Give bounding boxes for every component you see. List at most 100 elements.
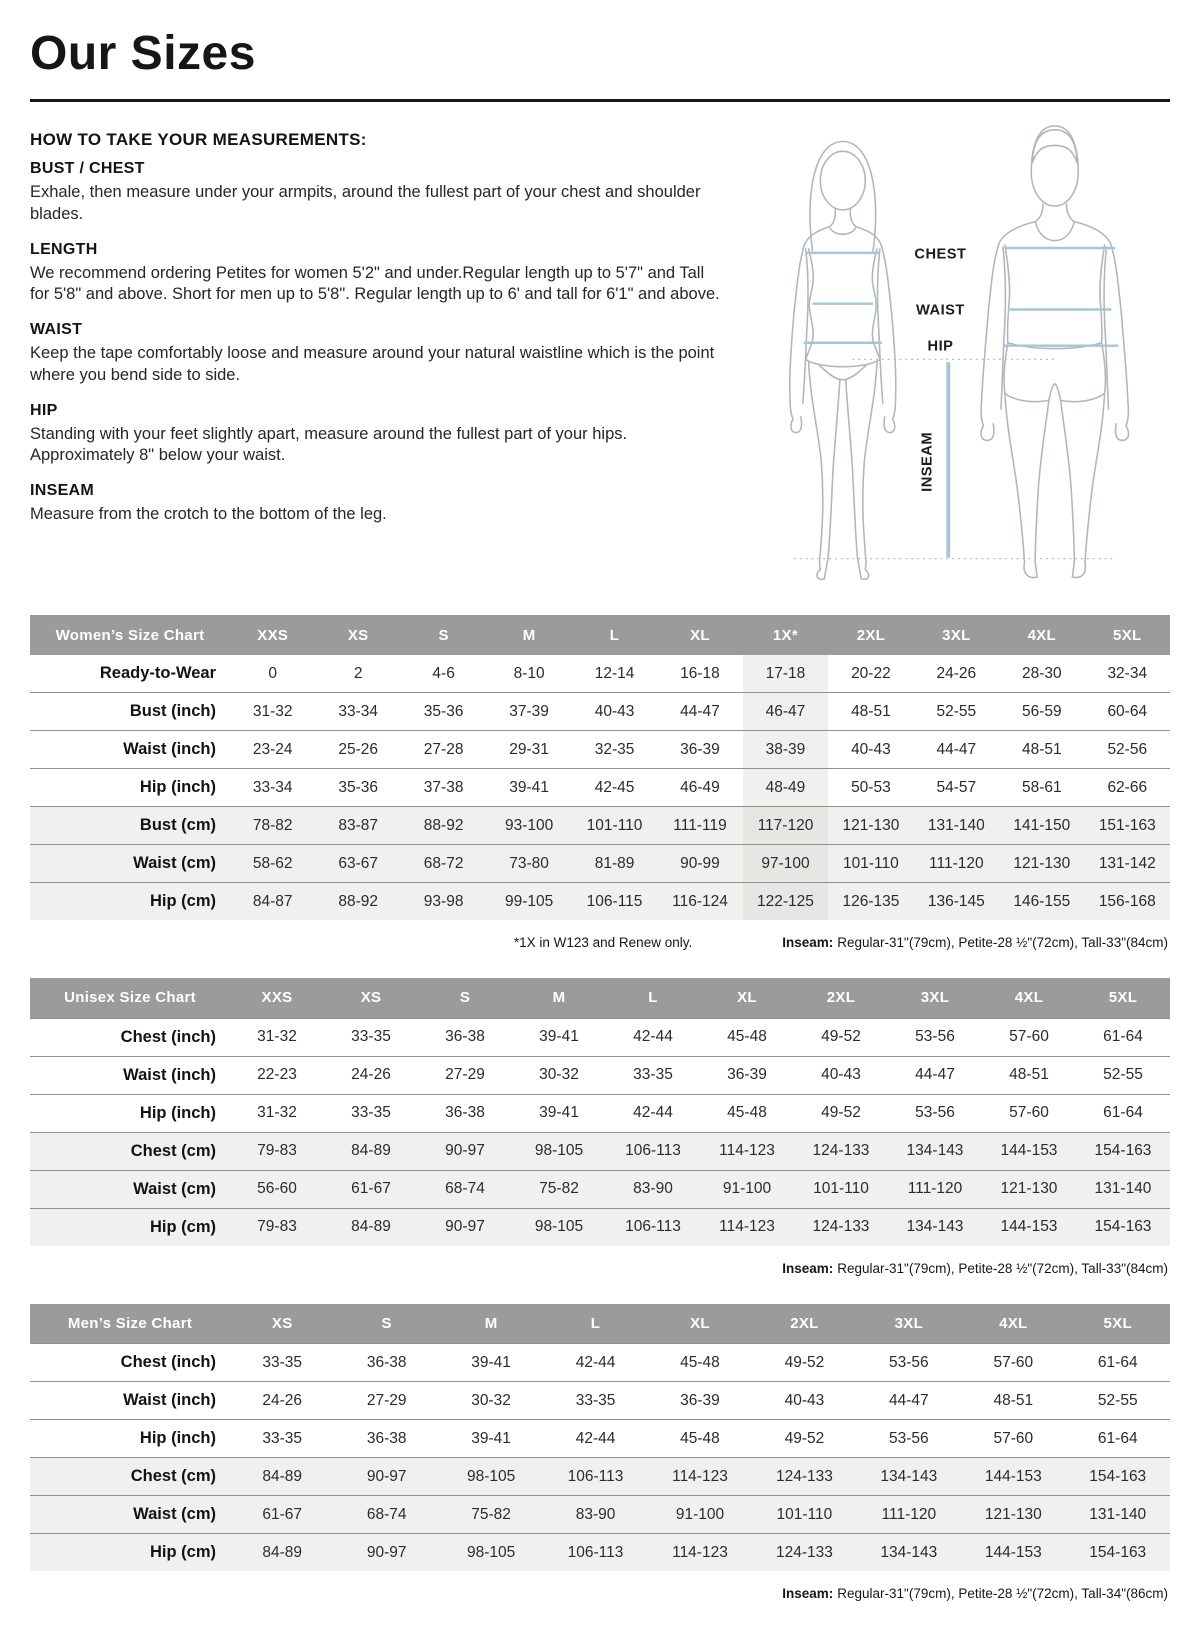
size-cell: 144-153 <box>984 1543 1042 1561</box>
size-cell: 54-57 <box>936 778 977 796</box>
size-cell: 98-105 <box>466 1467 516 1485</box>
size-cell: 4-6 <box>432 664 455 682</box>
size-cell: 121-130 <box>842 816 900 834</box>
section-hip: HIP Standing with your feet slightly apa… <box>30 402 722 468</box>
measurement-intro-row: HOW TO TAKE YOUR MEASUREMENTS: BUST / CH… <box>30 116 1170 587</box>
inseam-footnote-label: Inseam: <box>782 1260 834 1276</box>
size-cell: 121-130 <box>1000 1180 1058 1197</box>
size-column-header: XXS <box>230 615 316 655</box>
measurement-lines <box>793 246 1119 560</box>
size-cell: 33-35 <box>262 1429 303 1447</box>
table-row: Hip (cm) 79-83 84-89 90-97 98-105 106-113 114-… <box>30 1208 1170 1246</box>
section-length: LENGTH We recommend ordering Petites for… <box>30 241 722 307</box>
size-cell: 101-110 <box>813 1180 869 1197</box>
size-column-header: L <box>571 615 658 655</box>
size-cell: 75-82 <box>539 1180 579 1197</box>
table-row: Waist (inch) 24-26 27-29 30-32 33-35 36-39 40-… <box>30 1382 1170 1420</box>
size-cell: 156-168 <box>1098 892 1156 910</box>
mens-table-footnotes: Inseam: Regular-31"(79cm), Petite-28 ½"(7… <box>32 1586 1168 1601</box>
row-label: Waist (cm) <box>133 854 216 872</box>
size-column-header: M <box>512 978 606 1018</box>
size-cell: 144-153 <box>1000 1218 1058 1235</box>
size-cell: 52-55 <box>1097 1391 1138 1409</box>
table-row: Waist (inch) 23-24 25-26 27-28 29-31 32-35 36-… <box>30 730 1170 769</box>
size-cell: 106-113 <box>567 1467 624 1485</box>
size-cell: 111-120 <box>881 1505 937 1523</box>
size-cell: 49-52 <box>784 1353 825 1371</box>
size-cell: 36-38 <box>445 1028 485 1045</box>
size-cell: 154-163 <box>1094 1142 1152 1159</box>
size-cell: 35-36 <box>423 702 464 720</box>
section-heading: WAIST <box>30 321 83 339</box>
size-cell: 52-56 <box>1107 740 1148 758</box>
size-cell: 30-32 <box>539 1066 579 1083</box>
size-cell: 39-41 <box>471 1429 511 1447</box>
section-waist: WAIST Keep the tape comfortably loose an… <box>30 321 722 387</box>
size-cell: 36-39 <box>727 1066 767 1083</box>
table-title-cell: Women’s Size Chart <box>30 615 230 655</box>
size-cell: 44-47 <box>936 740 977 758</box>
section-body: Standing with your feet slightly apart, … <box>30 424 628 465</box>
size-column-header: 5XL <box>1065 1303 1170 1344</box>
row-label: Ready-to-Wear <box>99 664 216 682</box>
size-cell: 33-35 <box>351 1028 391 1045</box>
size-cell: 27-29 <box>445 1066 485 1083</box>
size-cell: 73-80 <box>509 854 549 872</box>
size-cell: 30-32 <box>471 1391 511 1409</box>
size-cell: 117-120 <box>742 806 829 845</box>
size-cell: 25-26 <box>338 740 378 758</box>
size-column-header: 1X* <box>742 615 829 655</box>
size-cell: 48-51 <box>993 1391 1034 1409</box>
size-cell: 101-110 <box>586 816 643 834</box>
table-row: Hip (cm) 84-87 88-92 93-98 99-105 106-115 116-… <box>30 882 1170 920</box>
size-cell: 57-60 <box>1009 1028 1049 1045</box>
size-cell: 83-90 <box>633 1180 673 1197</box>
size-cell: 31-32 <box>257 1028 297 1045</box>
size-cell: 40-43 <box>821 1066 861 1083</box>
size-cell: 90-97 <box>366 1467 407 1485</box>
size-cell: 126-135 <box>842 892 900 910</box>
row-label: Waist (cm) <box>133 1505 216 1523</box>
size-cell: 12-14 <box>594 664 635 682</box>
instructions-heading: HOW TO TAKE YOUR MEASUREMENTS: <box>30 130 367 149</box>
size-cell: 20-22 <box>851 664 891 682</box>
size-cell: 93-100 <box>504 816 554 834</box>
size-cell: 32-34 <box>1107 664 1148 682</box>
section-body: We recommend ordering Petites for women … <box>30 263 720 304</box>
size-cell: 28-30 <box>1021 664 1062 682</box>
size-column-header: L <box>606 978 700 1018</box>
size-cell: 27-29 <box>366 1391 407 1409</box>
size-cell: 90-97 <box>445 1218 485 1235</box>
table-row: Bust (inch) 31-32 33-34 35-36 37-39 40-43 44-4… <box>30 692 1170 731</box>
hip-label: HIP <box>928 339 954 355</box>
size-cell: 40-43 <box>594 702 635 720</box>
size-column-header: XL <box>700 978 794 1018</box>
row-label: Hip (cm) <box>150 1543 216 1561</box>
inseam-footnote-label: Inseam: <box>782 1586 834 1601</box>
size-column-header: 4XL <box>961 1303 1066 1344</box>
size-column-header: 5XL <box>1084 615 1170 655</box>
table-row: Chest (inch) 31-32 33-35 36-38 39-41 42-44 45-… <box>30 1018 1170 1056</box>
size-cell: 93-98 <box>423 892 464 910</box>
size-cell: 40-43 <box>784 1391 825 1409</box>
row-label: Bust (cm) <box>139 816 216 834</box>
size-cell: 84-89 <box>262 1467 303 1485</box>
male-figure-outline <box>980 125 1130 579</box>
section-heading: LENGTH <box>30 240 98 258</box>
size-column-header: XS <box>230 1303 335 1344</box>
size-cell: 141-150 <box>1013 816 1071 834</box>
size-cell: 81-89 <box>594 854 635 872</box>
size-cell: 29-31 <box>509 740 549 758</box>
size-cell: 24-26 <box>262 1391 303 1409</box>
section-heading: BUST / CHEST <box>30 160 145 177</box>
table-row: Hip (inch) 33-35 36-38 39-41 42-44 45-48 49-52… <box>30 1420 1170 1458</box>
chest-label: CHEST <box>914 247 966 263</box>
size-cell: 98-105 <box>534 1142 584 1159</box>
size-cell: 36-38 <box>445 1104 485 1121</box>
size-cell: 124-133 <box>812 1218 870 1235</box>
size-column-header: XXS <box>230 978 324 1018</box>
size-cell: 111-120 <box>929 854 984 872</box>
size-cell: 60-64 <box>1107 702 1148 720</box>
section-body: Measure from the crotch to the bottom of… <box>30 505 387 524</box>
waist-label: WAIST <box>916 302 965 318</box>
